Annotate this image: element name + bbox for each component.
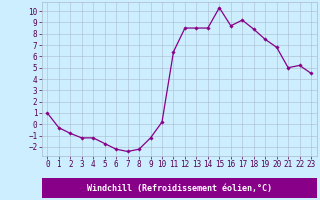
Text: Windchill (Refroidissement éolien,°C): Windchill (Refroidissement éolien,°C) <box>87 184 272 192</box>
